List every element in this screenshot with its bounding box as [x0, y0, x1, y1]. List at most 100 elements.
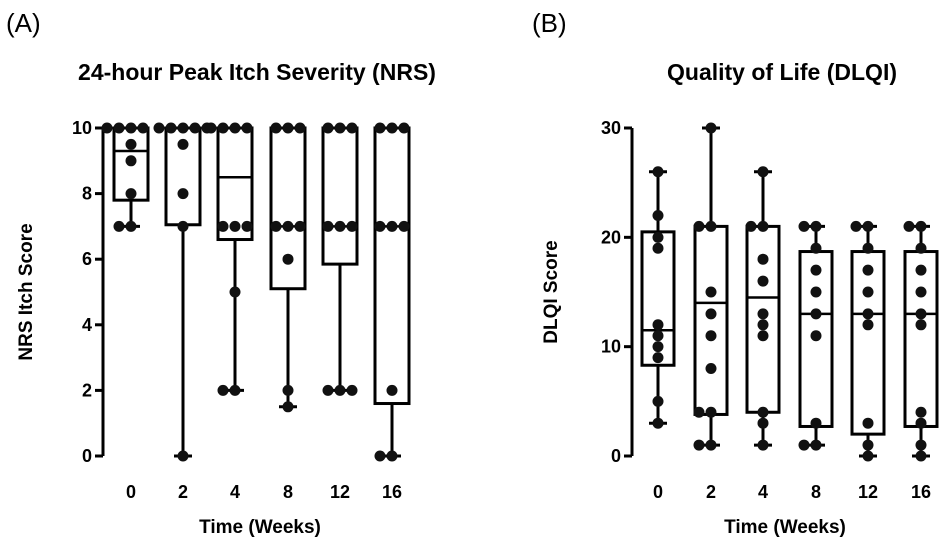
data-point — [165, 122, 177, 134]
box-group — [640, 170, 676, 425]
y-tick-label: 10 — [72, 118, 92, 138]
data-point — [177, 138, 189, 150]
data-point — [101, 122, 113, 134]
data-point — [652, 166, 664, 178]
data-point — [915, 308, 927, 320]
data-point — [113, 220, 125, 232]
x-axis-label: Time (Weeks) — [199, 517, 321, 538]
data-point — [322, 122, 334, 134]
x-tick-label: 0 — [126, 482, 136, 502]
data-point — [745, 220, 757, 232]
data-point — [125, 188, 137, 200]
data-point — [125, 122, 137, 134]
data-point — [398, 122, 410, 134]
data-point — [810, 330, 822, 342]
data-point — [757, 319, 769, 331]
x-tick-label: 2 — [178, 482, 188, 502]
data-point — [915, 220, 927, 232]
data-point — [652, 319, 664, 331]
data-point — [705, 363, 717, 375]
data-point — [757, 308, 769, 320]
y-tick-label: 4 — [82, 315, 92, 335]
data-point — [229, 286, 241, 298]
data-point — [810, 308, 822, 320]
data-point — [177, 188, 189, 200]
data-point — [386, 450, 398, 462]
data-point — [652, 242, 664, 254]
data-point — [398, 220, 410, 232]
x-tick-label: 12 — [858, 482, 878, 502]
y-tick-label: 10 — [601, 337, 621, 357]
data-point — [862, 242, 874, 254]
data-point — [757, 330, 769, 342]
data-point — [125, 138, 137, 150]
x-tick-label: 12 — [330, 482, 350, 502]
data-point — [705, 330, 717, 342]
data-point — [652, 209, 664, 221]
x-tick-label: 16 — [382, 482, 402, 502]
box-group — [321, 126, 359, 392]
data-point — [705, 286, 717, 298]
y-axis-label: DLQI Score — [541, 240, 562, 343]
data-point — [334, 384, 346, 396]
box-iqr — [903, 250, 939, 428]
data-point — [177, 122, 189, 134]
data-point — [810, 220, 822, 232]
data-point — [915, 319, 927, 331]
data-point — [205, 122, 217, 134]
data-point — [652, 352, 664, 364]
data-point — [705, 439, 717, 451]
data-point — [810, 242, 822, 254]
data-point — [693, 406, 705, 418]
box-group — [216, 126, 254, 392]
x-axis-label: Time (Weeks) — [724, 517, 846, 538]
data-point — [757, 220, 769, 232]
data-point — [757, 253, 769, 265]
box-iqr — [321, 126, 359, 266]
data-point — [282, 401, 294, 413]
data-point — [705, 220, 717, 232]
data-point — [705, 406, 717, 418]
data-point — [757, 275, 769, 287]
data-point — [810, 439, 822, 451]
data-point — [125, 155, 137, 167]
data-point — [850, 220, 862, 232]
panel-b-letter: (B) — [532, 8, 567, 38]
x-tick-label: 2 — [706, 482, 716, 502]
data-point — [652, 395, 664, 407]
box-group — [373, 126, 411, 458]
data-point — [386, 220, 398, 232]
chart-title: 24-hour Peak Itch Severity (NRS) — [78, 59, 436, 85]
box-group — [269, 126, 307, 409]
data-point — [177, 220, 189, 232]
data-point — [652, 231, 664, 243]
data-point — [346, 384, 358, 396]
data-point — [915, 264, 927, 276]
y-tick-label: 6 — [82, 249, 92, 269]
data-point — [177, 450, 189, 462]
data-point — [270, 122, 282, 134]
data-point — [322, 384, 334, 396]
box-group — [693, 126, 729, 447]
box-iqr — [850, 250, 886, 436]
x-tick-label: 4 — [758, 482, 768, 502]
box-group — [850, 224, 886, 458]
data-point — [229, 384, 241, 396]
y-tick-label: 20 — [601, 227, 621, 247]
y-tick-label: 0 — [611, 446, 621, 466]
data-point — [282, 384, 294, 396]
data-point — [189, 122, 201, 134]
y-tick-label: 30 — [601, 118, 621, 138]
data-point — [757, 166, 769, 178]
data-point — [113, 122, 125, 134]
data-point — [153, 122, 165, 134]
data-point — [705, 122, 717, 134]
x-tick-label: 4 — [230, 482, 240, 502]
data-point — [334, 122, 346, 134]
panel-a-letter: (A) — [6, 8, 41, 38]
data-point — [282, 122, 294, 134]
data-point — [862, 308, 874, 320]
data-point — [374, 122, 386, 134]
data-point — [915, 406, 927, 418]
data-point — [903, 220, 915, 232]
